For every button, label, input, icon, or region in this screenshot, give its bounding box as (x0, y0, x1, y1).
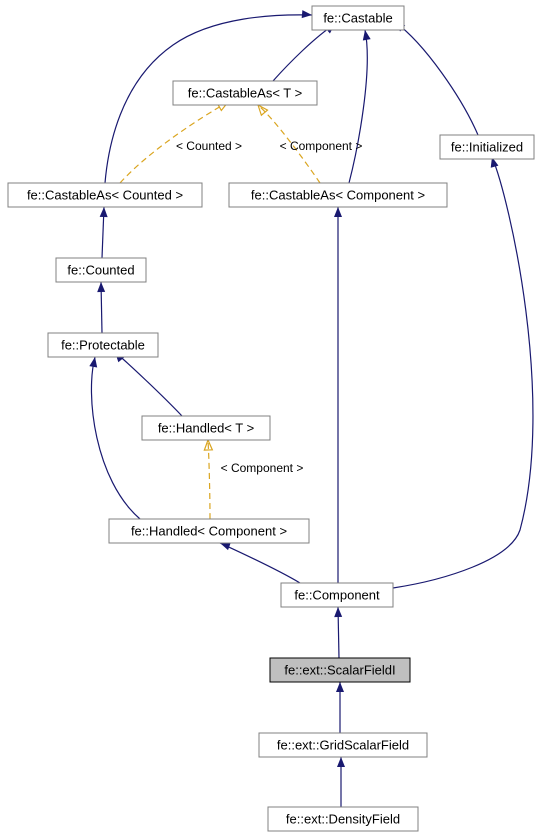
node-label: fe::Handled< T > (158, 420, 254, 435)
edge-castableAsT-castable (273, 24, 335, 81)
node-label: fe::ext::DensityField (286, 811, 400, 826)
edge-castableAsComp-castable (349, 30, 367, 183)
node-component[interactable]: fe::Component (281, 583, 393, 607)
inheritance-diagram: < Counted > < Component > < Component > fe:… (0, 0, 539, 836)
node-label: fe::ext::ScalarFieldI (284, 662, 395, 677)
node-scalarFieldI[interactable]: fe::ext::ScalarFieldI (270, 658, 410, 682)
node-castableAsCnt[interactable]: fe::CastableAs< Counted > (8, 183, 202, 207)
template-param-label: < Component > (221, 461, 304, 475)
node-label: fe::Counted (67, 262, 134, 277)
node-label: fe::Handled< Component > (131, 523, 287, 538)
template-param-label: < Component > (280, 139, 363, 153)
node-initialized[interactable]: fe::Initialized (440, 135, 534, 159)
node-densityField[interactable]: fe::ext::DensityField (268, 807, 418, 831)
node-protectable[interactable]: fe::Protectable (48, 333, 158, 357)
edge-component-handledComp (220, 543, 300, 583)
node-handledT[interactable]: fe::Handled< T > (142, 416, 270, 440)
node-label: fe::CastableAs< T > (188, 85, 302, 100)
edge-handledT-protectable (115, 352, 182, 416)
node-castableAsT[interactable]: fe::CastableAs< T > (173, 81, 317, 105)
edge-component-initialized (393, 157, 533, 588)
template-param-label: < Counted > (176, 139, 242, 153)
node-label: fe::CastableAs< Counted > (27, 187, 183, 202)
node-label: fe::Protectable (61, 337, 145, 352)
node-castable[interactable]: fe::Castable (312, 6, 404, 30)
node-label: fe::CastableAs< Component > (251, 187, 425, 202)
node-label: fe::Initialized (451, 139, 523, 154)
edge-initialized-castable (395, 22, 478, 135)
edge-handledComp-protectable (91, 357, 140, 519)
node-label: fe::Component (294, 587, 380, 602)
node-castableAsComp[interactable]: fe::CastableAs< Component > (229, 183, 447, 207)
edge-handledComp-handledT (208, 440, 210, 519)
node-label: fe::Castable (323, 10, 392, 25)
node-counted[interactable]: fe::Counted (56, 258, 146, 282)
node-handledComp[interactable]: fe::Handled< Component > (109, 519, 309, 543)
node-gridScalarField[interactable]: fe::ext::GridScalarField (259, 733, 427, 757)
node-label: fe::ext::GridScalarField (277, 737, 409, 752)
